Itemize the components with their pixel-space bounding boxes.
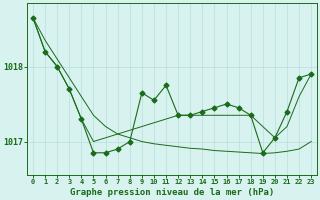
X-axis label: Graphe pression niveau de la mer (hPa): Graphe pression niveau de la mer (hPa): [70, 188, 274, 197]
